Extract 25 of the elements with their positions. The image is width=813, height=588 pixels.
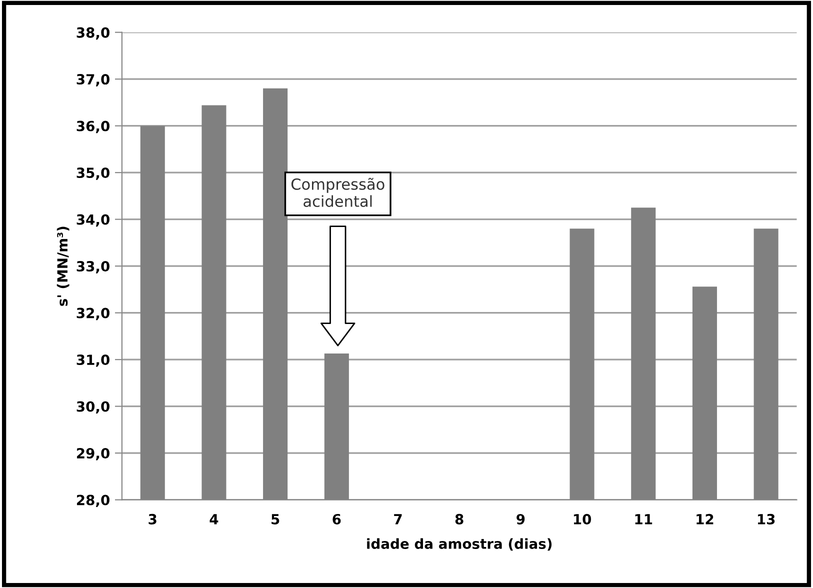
y-tick-label: 31,0	[76, 354, 110, 367]
x-tick-label: 11	[635, 514, 652, 524]
x-tick-label: 8	[455, 514, 464, 524]
x-tick-label: 3	[148, 514, 156, 524]
x-tick-label: 7	[394, 514, 402, 524]
x-tick-label: 12	[696, 514, 714, 524]
y-tick-label: 35,0	[76, 168, 110, 180]
x-tick-label: 5	[272, 514, 280, 524]
x-tick-label: 13	[758, 514, 775, 524]
y-tick-label: 38,0	[76, 27, 110, 40]
x-tick-label: 10	[574, 514, 592, 524]
y-tick-label: 34,0	[76, 214, 110, 227]
y-tick-label: 28,0	[76, 494, 110, 508]
y-axis-title: s' (MN/m³)	[56, 226, 70, 306]
y-tick-label: 37,0	[76, 74, 110, 86]
x-tick-label: 4	[210, 514, 218, 524]
x-axis-title: idade da amostra (dias)	[367, 538, 552, 551]
annotation: Compressão acidental	[291, 178, 384, 208]
x-tick-label: 6	[332, 514, 341, 524]
y-tick-label: 32,0	[76, 308, 110, 320]
y-tick-label: 33,0	[76, 261, 110, 274]
x-tick-label: 9	[516, 514, 525, 524]
y-tick-label: 36,0	[76, 120, 110, 134]
y-tick-label: 29,0	[76, 448, 110, 460]
y-tick-label: 30,0	[76, 401, 110, 414]
